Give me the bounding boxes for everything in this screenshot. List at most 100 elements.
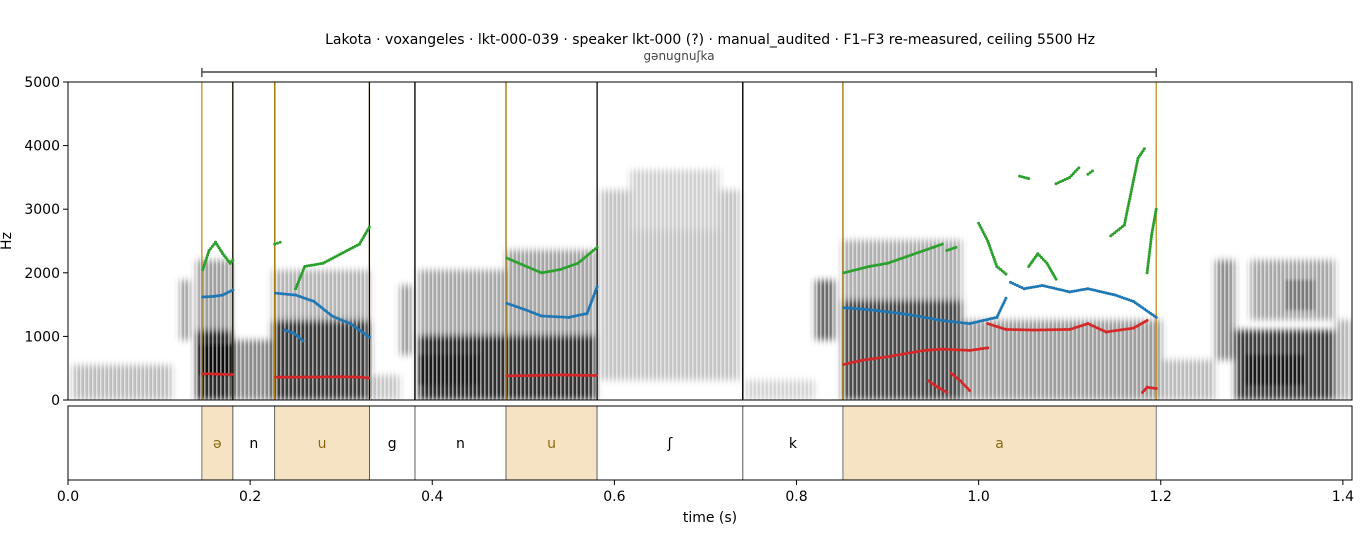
formant-point [962,383,966,387]
formant-point [1075,325,1079,329]
formant-point [897,257,901,261]
formant-point [517,305,521,309]
formant-point [842,271,846,275]
x-tick-label: 0.2 [239,489,261,505]
formant-point [927,247,931,251]
formant-point [283,375,287,379]
formant-point [1130,185,1134,189]
formant-point [212,242,216,246]
formant-point [851,306,855,310]
formant-point [1034,285,1038,289]
formant-point [1052,286,1056,290]
formant-point [863,266,867,270]
formant-point [1095,289,1099,293]
segment-label: k [789,436,798,452]
formant-point [899,312,903,316]
formant-point [1041,328,1045,332]
formant-point [1116,294,1120,298]
formant-point [1018,174,1022,178]
formant-point [920,349,924,353]
formant-point [553,373,557,377]
formant-point [558,373,562,377]
formant-point [905,351,909,355]
formant-point [1013,282,1017,286]
formant-point [512,259,516,263]
formant-point [1075,168,1079,172]
formant-point [890,260,894,264]
formant-point [1122,296,1126,300]
segment-label: u [547,436,556,452]
formant-point [315,375,319,379]
formant-point [337,317,341,321]
x-tick-label: 1.0 [968,489,990,505]
formant-point [533,268,537,272]
formant-point [938,318,942,322]
formant-point [286,375,290,379]
formant-point [1093,288,1097,292]
formant-point [519,306,523,310]
formant-point [1095,326,1099,330]
formant-point [1154,315,1158,319]
formant-point [880,309,884,313]
formant-point [512,304,516,308]
formant-point [979,226,983,230]
tier-segment-vowel [201,406,233,480]
formant-point [549,269,553,273]
formant-point [986,322,990,326]
formant-point [507,257,511,261]
formant-point [1111,293,1115,297]
formant-point [1059,288,1063,292]
formant-point [1079,324,1083,328]
formant-point [1100,328,1104,332]
formant-point [990,251,994,255]
formant-point [1118,295,1122,299]
formant-point [1146,266,1150,270]
formant-point [300,375,304,379]
formant-point [955,348,959,352]
formant-point [585,373,589,377]
formant-point [863,358,867,362]
formant-point [846,270,850,274]
formant-point [307,264,311,268]
formant-point [1063,178,1067,182]
formant-point [853,268,857,272]
formant-point [1090,169,1094,173]
formant-point [870,264,874,268]
formant-point [514,305,518,309]
formant-point [953,320,957,324]
formant-point [968,388,972,392]
formant-point [578,373,582,377]
formant-point [911,313,915,317]
formant-point [964,385,968,389]
formant-point [207,295,211,299]
formant-point [201,295,205,299]
formant-point [990,316,994,320]
formant-point [914,314,918,318]
formant-point [1124,216,1128,220]
formant-point [1048,328,1052,332]
formant-point [903,352,907,356]
formant-point [847,361,851,365]
formant-point [866,358,870,362]
formant-point [938,243,942,247]
formant-point [1117,328,1121,332]
formant-point [933,317,937,321]
y-tick-label: 2000 [24,266,60,282]
formant-point [931,245,935,249]
formant-point [367,335,371,339]
formant-point [940,319,944,322]
formant-point [201,372,205,376]
formant-point [980,228,984,232]
formant-point [1129,192,1133,196]
formant-point [858,267,862,271]
formant-point [898,353,902,357]
formant-point [1132,175,1136,179]
formant-point [993,260,997,264]
formant-point [567,264,571,268]
formant-point [1127,298,1131,302]
formant-point [1119,328,1123,332]
formant-point [1150,230,1154,234]
formant-series-f3 [201,147,1158,291]
formant-point [565,373,569,377]
formant-point [1150,228,1154,232]
